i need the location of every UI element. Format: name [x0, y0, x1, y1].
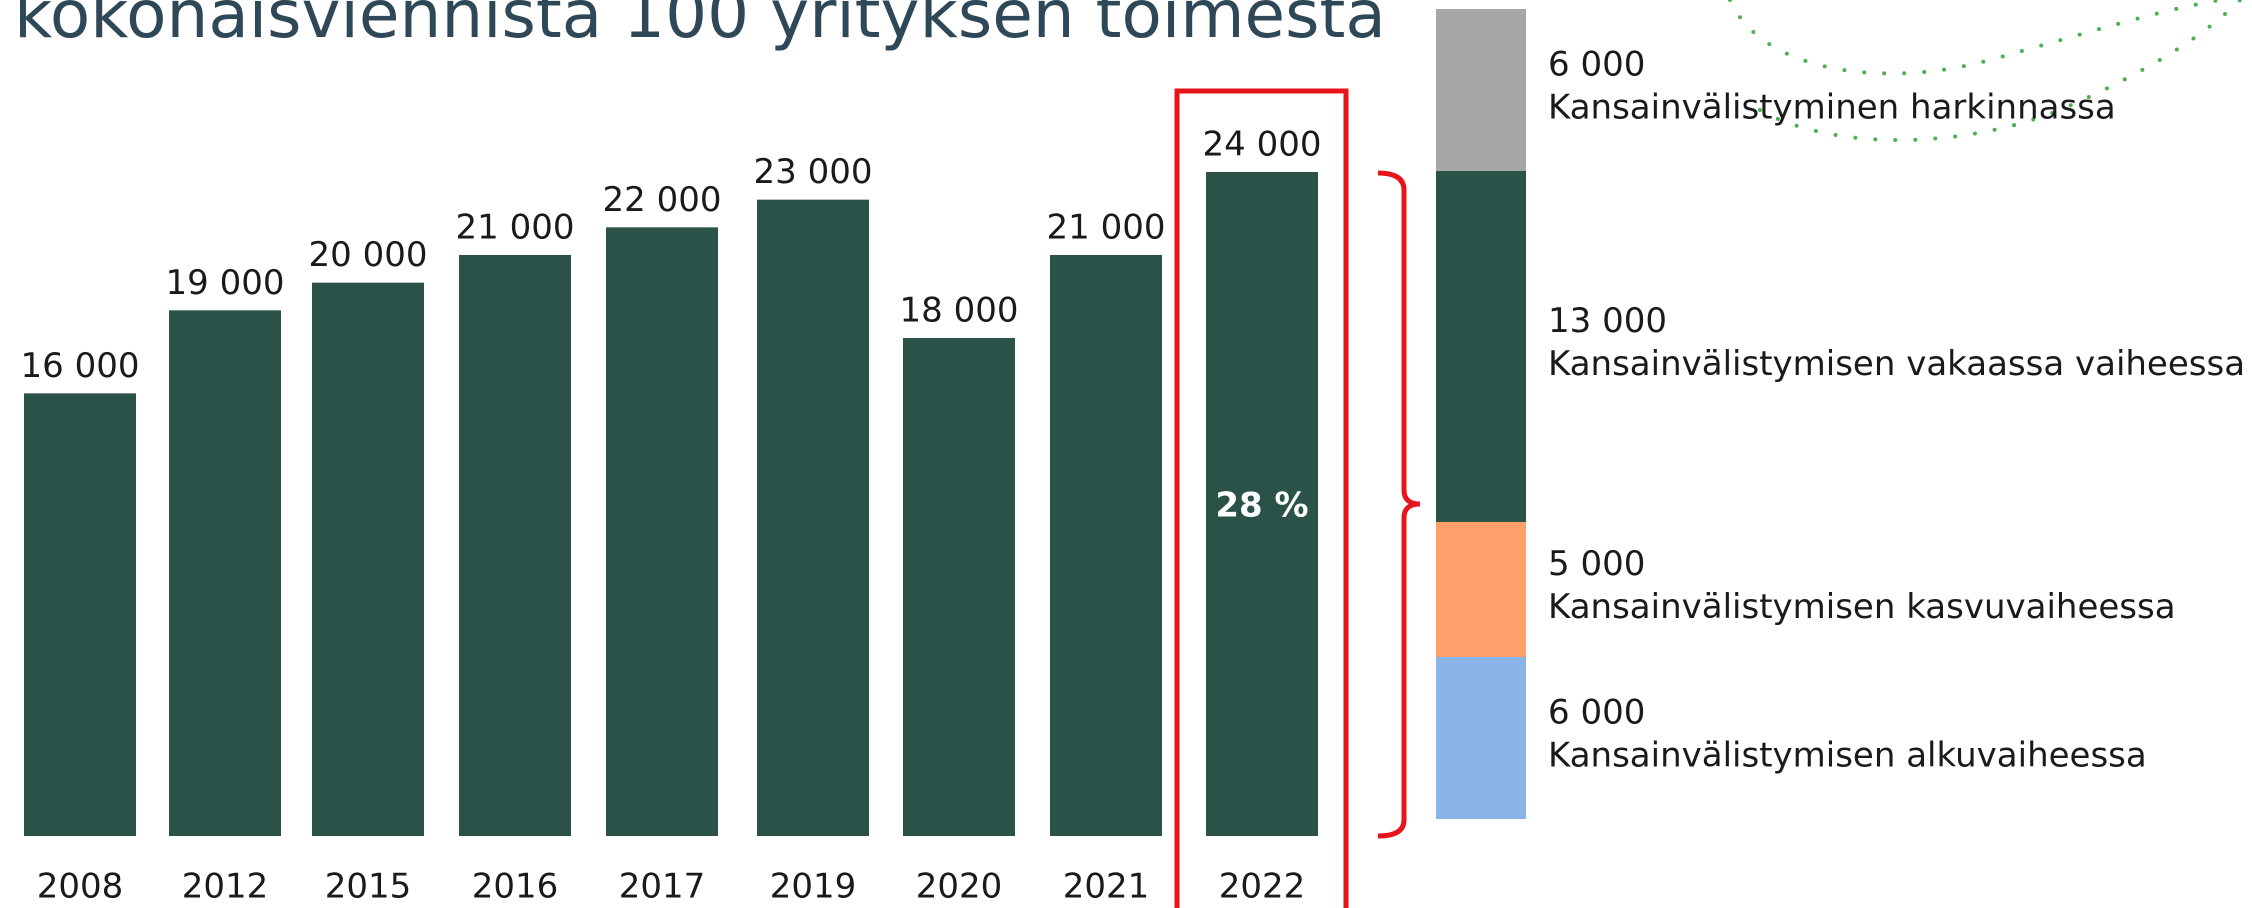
stack-segment — [1436, 171, 1526, 522]
bar — [169, 310, 281, 836]
value-label: 24 000 — [1203, 125, 1322, 165]
x-tick-label: 2015 — [325, 867, 412, 907]
value-label: 21 000 — [1047, 208, 1166, 248]
stack-segment — [1436, 9, 1526, 171]
x-tick-label: 2012 — [182, 867, 269, 907]
value-label: 20 000 — [309, 235, 428, 275]
value-label: 19 000 — [166, 263, 285, 303]
bar — [1206, 172, 1318, 836]
bar — [1050, 255, 1162, 836]
bar — [24, 393, 136, 836]
value-label: 18 000 — [900, 291, 1019, 331]
x-tick-label: 2016 — [472, 867, 559, 907]
x-tick-label: 2008 — [37, 867, 124, 907]
segment-value-label: 13 000 — [1548, 301, 1667, 341]
stack-segment — [1436, 522, 1526, 657]
value-label: 21 000 — [456, 208, 575, 248]
bar — [459, 255, 571, 836]
dotted-arc — [1728, 0, 2222, 76]
legend-label: Kansainvälistymisen vakaassa vaiheessa — [1548, 344, 2245, 384]
bracket — [1377, 170, 1421, 839]
segment-value-label: 5 000 — [1548, 544, 1645, 584]
stack-segment — [1436, 657, 1526, 819]
value-label: 23 000 — [754, 152, 873, 192]
x-tick-label: 2017 — [619, 867, 706, 907]
decoration — [1728, 0, 2242, 142]
dotted-arc — [1758, 0, 2242, 142]
x-tick-label: 2022 — [1219, 867, 1306, 907]
x-tick-label: 2021 — [1063, 867, 1150, 907]
segment-value-label: 6 000 — [1548, 693, 1645, 733]
annotation: 28 % — [1215, 486, 1308, 526]
x-tick-label: 2019 — [770, 867, 857, 907]
x-tick-label: 2020 — [916, 867, 1003, 907]
legend-label: Kansainvälistymisen alkuvaiheessa — [1548, 736, 2147, 776]
legend-label: Kansainvälistymisen kasvuvaiheessa — [1548, 587, 2176, 627]
bar — [606, 227, 718, 837]
chart-title: kokonaisviennistä 100 yrityksen toimesta — [14, 0, 1386, 53]
bar — [312, 282, 424, 837]
bar — [903, 338, 1015, 836]
value-label: 16 000 — [21, 346, 140, 386]
bar — [757, 199, 869, 836]
highlight-box — [1174, 88, 1349, 908]
segment-value-label: 6 000 — [1548, 45, 1645, 85]
value-label: 22 000 — [603, 180, 722, 220]
legend-label: Kansainvälistyminen harkinnassa — [1548, 88, 2116, 128]
